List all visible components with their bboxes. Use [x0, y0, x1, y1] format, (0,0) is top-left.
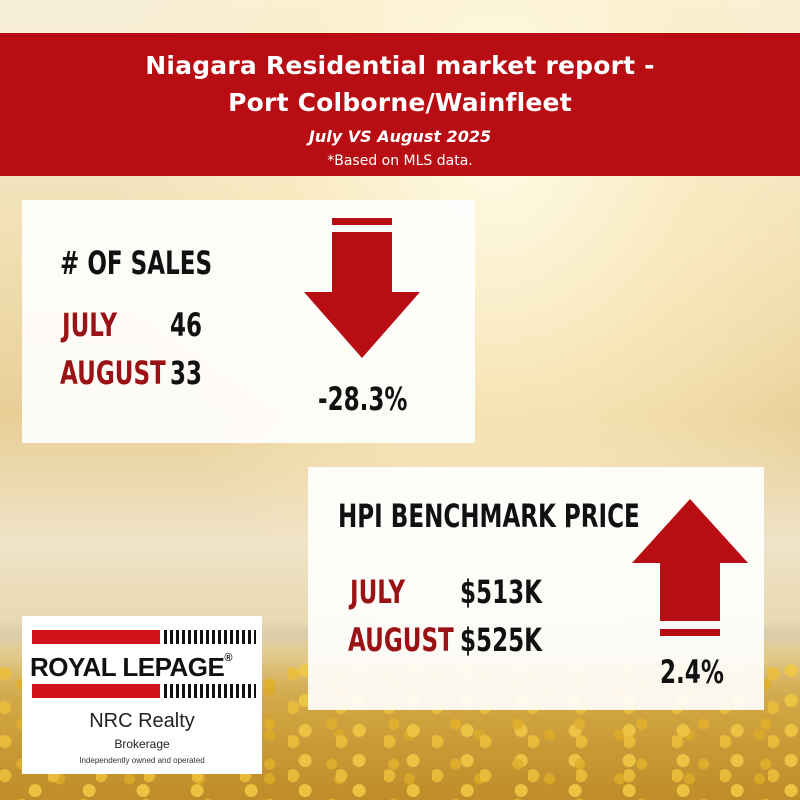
brand-tagline: Independently owned and operated: [79, 756, 205, 765]
brokerage-logo-card: ROYAL LEPAGE® NRC Realty Brokerage Indep…: [22, 616, 262, 774]
hpi-change: 2.4%: [660, 653, 724, 691]
brand-wordmark: ROYAL LEPAGE®: [30, 652, 232, 682]
up-arrow-icon: [632, 499, 748, 636]
down-arrow-icon: [304, 218, 420, 358]
sales-panel: # OF SALES JULY 46 AUGUST 33 -28.3%: [22, 200, 475, 443]
logo-stripes-top: [164, 630, 256, 644]
office-name: NRC Realty: [89, 710, 195, 732]
logo-red-bar-top: [32, 630, 160, 644]
report-title-line1: Niagara Residential market report -: [145, 51, 655, 80]
source-note: *Based on MLS data.: [327, 153, 473, 169]
hpi-value-august: $525K: [460, 621, 542, 659]
sales-change: -28.3%: [318, 380, 408, 418]
sales-value-july: 46: [170, 306, 203, 344]
hpi-label-august: AUGUST: [348, 621, 454, 659]
office-type: Brokerage: [114, 737, 170, 751]
hpi-value-july: $513K: [460, 573, 542, 611]
sales-title: # OF SALES: [60, 244, 213, 282]
hpi-label-july: JULY: [350, 573, 406, 611]
report-header: Niagara Residential market report - Port…: [0, 33, 800, 176]
sales-label-july: JULY: [62, 306, 118, 344]
logo-red-bar-bottom: [32, 684, 160, 698]
sales-label-august: AUGUST: [60, 354, 166, 392]
hpi-panel: HPI BENCHMARK PRICE JULY $513K AUGUST $5…: [308, 467, 764, 710]
report-title-line2: Port Colborne/Wainfleet: [228, 88, 572, 117]
logo-stripes-bottom: [164, 684, 256, 698]
sales-value-august: 33: [170, 354, 203, 392]
hpi-title: HPI BENCHMARK PRICE: [338, 497, 640, 535]
report-period: July VS August 2025: [308, 127, 492, 146]
